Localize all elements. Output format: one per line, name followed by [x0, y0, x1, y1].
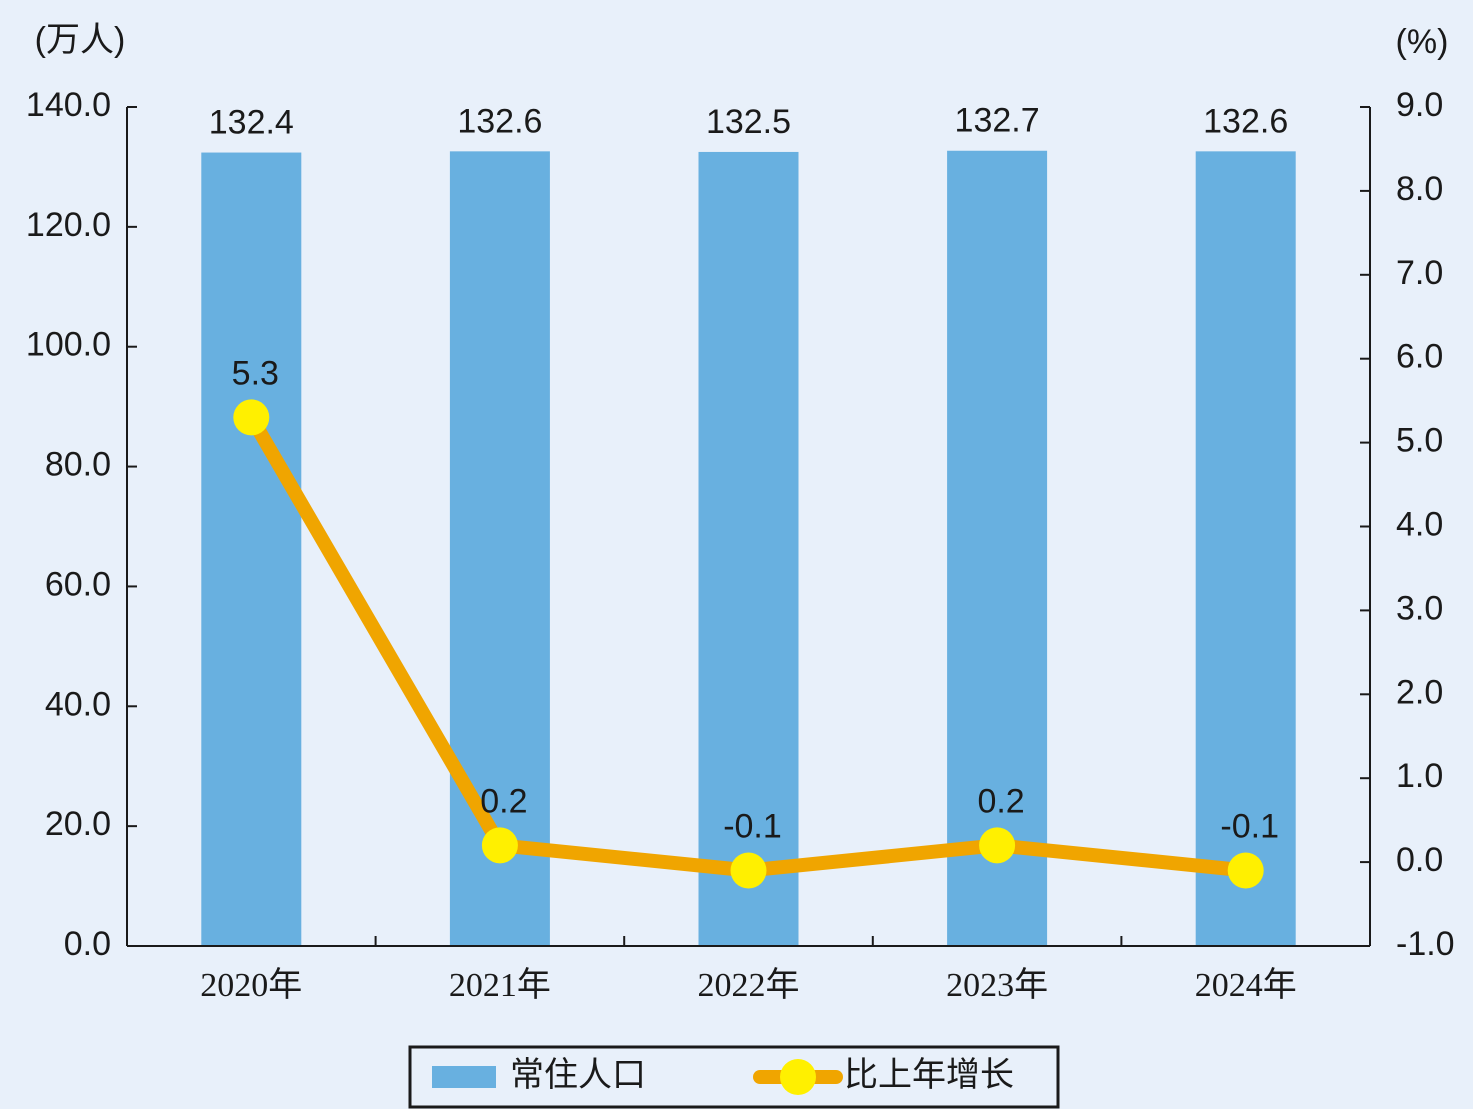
y2-axis-label: (%) [1396, 23, 1449, 61]
x-tick-label: 2024年 [1195, 966, 1297, 1004]
line-marker [979, 827, 1016, 864]
legend-swatch [432, 1066, 496, 1088]
y2-tick-label: 6.0 [1396, 338, 1443, 376]
x-tick-label: 2022年 [698, 966, 800, 1004]
y-tick-label: 100.0 [26, 326, 111, 364]
y-tick-label: 120.0 [26, 206, 111, 244]
legend-box [408, 1045, 1060, 1109]
y-axis-label: (万人) [35, 21, 126, 59]
y2-tick-label: 3.0 [1396, 589, 1443, 627]
line-value-label: 0.2 [977, 782, 1024, 820]
y2-tick-label: 8.0 [1396, 170, 1443, 208]
y2-tick-label: 2.0 [1396, 673, 1443, 711]
y-tick-label: 140.0 [26, 86, 111, 124]
bar [698, 151, 799, 947]
x-tick-label: 2020年 [200, 966, 302, 1004]
y2-tick-label: 9.0 [1396, 86, 1443, 124]
bar-value-label: 132.4 [209, 104, 294, 142]
x-tick-label: 2021年 [449, 966, 551, 1004]
bar [1195, 151, 1296, 946]
line-value-label: -0.1 [723, 807, 782, 845]
y2-tick-label: -1.0 [1396, 925, 1455, 963]
y-tick-label: 0.0 [64, 925, 111, 963]
line-value-label: 5.3 [232, 354, 279, 392]
line-value-label: -0.1 [1220, 807, 1279, 845]
legend-label: 常住人口 [510, 1056, 646, 1094]
bar-value-label: 132.5 [706, 103, 791, 141]
y-tick-label: 60.0 [45, 565, 111, 603]
y2-tick-label: 0.0 [1396, 841, 1443, 879]
y2-tick-label: 1.0 [1396, 757, 1443, 795]
y-tick-label: 40.0 [45, 685, 111, 723]
line-marker [1227, 852, 1264, 889]
y2-tick-label: 5.0 [1396, 422, 1443, 460]
bar [449, 151, 550, 946]
bar-value-label: 132.6 [1203, 102, 1288, 140]
line-value-label: 0.2 [480, 782, 527, 820]
legend-marker [780, 1059, 816, 1095]
line-marker [233, 399, 270, 436]
y2-tick-label: 4.0 [1396, 505, 1443, 543]
y-tick-label: 20.0 [45, 805, 111, 843]
bar-value-label: 132.7 [955, 102, 1040, 140]
line-marker [730, 852, 767, 889]
x-tick-label: 2023年 [946, 966, 1048, 1004]
y-tick-label: 80.0 [45, 446, 111, 484]
y2-tick-label: 7.0 [1396, 254, 1443, 292]
bar-value-label: 132.6 [457, 102, 542, 140]
line-marker [481, 827, 518, 864]
bar [947, 150, 1048, 946]
bar [201, 152, 302, 946]
legend-label: 比上年增长 [844, 1056, 1014, 1094]
